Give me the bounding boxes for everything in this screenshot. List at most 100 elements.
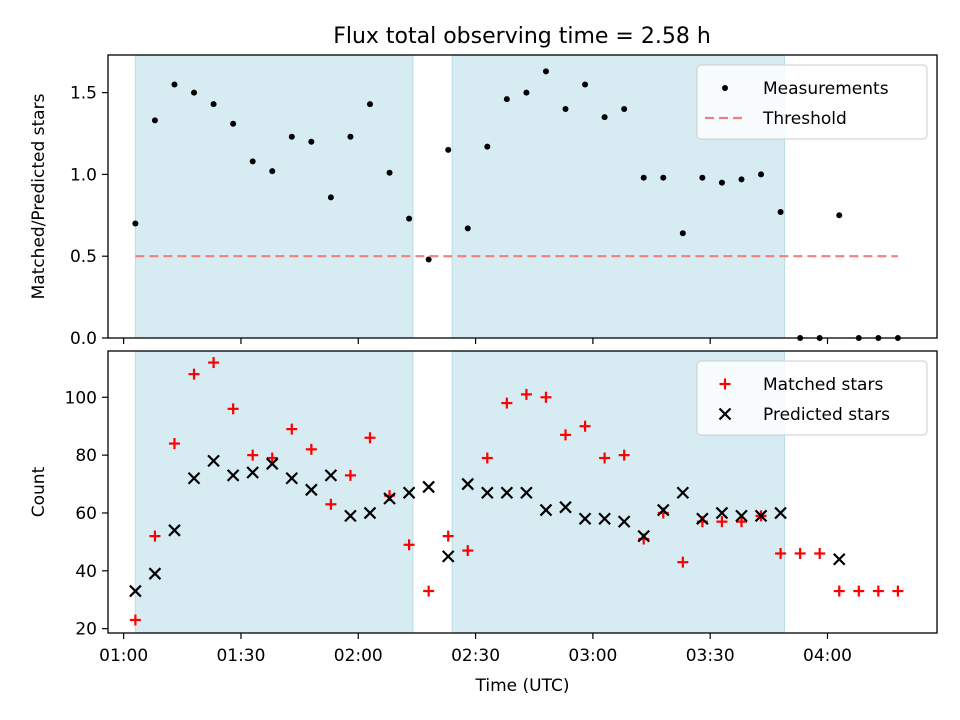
predicted-stars-point [305,483,318,497]
legend-box [696,64,928,140]
upper-axes-frame [107,54,938,339]
matched-stars-point [735,516,747,528]
measurements-point [445,146,452,153]
measurements-point [621,105,628,112]
lower-legend: Matched stars Predicted stars [696,360,928,436]
legend-label: Matched stars [763,375,883,395]
x-tick-label: 02:30 [451,646,500,666]
measurements-point [718,179,725,186]
predicted-stars-point [754,509,768,523]
predicted-stars-point [539,503,553,517]
measurements-point [366,101,373,108]
y-tick-label: 100 [65,388,97,408]
upper-legend: Measurements Threshold [696,64,928,140]
matched-stars-point [403,539,415,551]
measurements-point [230,120,237,127]
lower-plot-area [129,357,904,626]
measurements-point [503,96,510,103]
matched-stars-point [814,547,826,559]
predicted-stars-point [676,486,690,500]
predicted-stars-point [774,506,787,520]
measurements-point [777,209,784,216]
predicted-stars-point [578,512,592,526]
measurements-point [210,101,217,108]
y-tick-label: 0.0 [70,329,97,349]
x-tick-label: 03:30 [686,646,735,666]
predicted-stars-point [246,466,259,479]
x-axis-label: Time (UTC) [475,676,570,696]
observing-interval [134,54,414,339]
y-tick-label: 60 [75,504,97,524]
predicted-stars-point [344,509,357,523]
matched-stars-point [149,530,161,542]
measurements-point [151,117,158,124]
matched-stars-point [247,449,259,461]
matched-stars-point [442,530,454,542]
x-tick-label: 01:30 [216,646,265,666]
measurements-point [464,225,471,232]
legend-label: Predicted stars [763,405,890,425]
matched-stars-point [227,403,239,415]
matched-stars-point [462,545,474,557]
matched-stars-point [481,452,493,464]
matched-stars-point [794,547,806,559]
x-tick-label: 03:00 [568,646,617,666]
predicted-stars-point [656,503,670,517]
legend-label: Threshold [762,109,847,129]
predicted-stars-point [187,471,201,485]
matched-stars-point [188,368,200,380]
predicted-stars-point [735,509,748,523]
chart-title: Flux total observing time = 2.58 h [333,24,711,49]
matched-stars-point [853,585,865,597]
predicted-stars-point [696,512,709,526]
measurements-point [327,194,334,201]
x-tick-label: 02:00 [334,646,383,666]
matched-stars-point [618,449,630,461]
lower-axes-frame [107,350,938,634]
predicted-stars-point [441,550,455,563]
legend-handle-measurements [722,85,728,91]
lower-y-axis-label: Count [29,466,49,517]
predicted-stars-point [402,486,416,500]
legend-box [696,360,928,436]
measurements-point [191,89,198,96]
lower-panel: 20 40 60 80 100 01:00 01:30 02:00 02:30 03:00 03:… [29,350,938,696]
predicted-stars-point [363,506,377,520]
observing-interval [134,350,414,634]
predicted-stars-point [324,469,338,482]
predicted-stars-point [168,524,181,537]
matched-stars-point [520,388,532,400]
legend-label: Measurements [763,79,889,99]
predicted-stars-point [481,486,494,500]
matched-stars-point [129,614,141,626]
measurements-point [738,176,745,183]
matched-stars-point [266,452,278,464]
predicted-stars-point [715,506,729,520]
matched-stars-point [168,438,180,450]
measurements-point [699,174,706,181]
matched-stars-point [208,357,220,369]
legend-handle-matched-stars [719,378,731,390]
y-tick-label: 1.0 [70,165,97,185]
matched-stars-point [892,585,904,597]
predicted-stars-point [148,567,162,580]
predicted-stars-point [285,471,299,485]
lower-x-axis: 01:00 01:30 02:00 02:30 03:00 03:30 04:00 [99,633,852,666]
matched-stars-point [560,429,572,441]
matched-stars-point [775,547,787,559]
y-tick-label: 1.5 [70,84,97,104]
predicted-stars-point [265,457,279,471]
measurements-point [425,256,432,263]
matched-stars-point [325,498,337,510]
matched-stars-point [872,585,884,597]
measurements-point [347,133,354,140]
observing-intervals-upper [134,54,785,339]
measurements-point [660,174,667,181]
measurements-point [484,143,491,150]
predicted-stars-point [637,529,650,543]
predicted-stars-point [461,477,475,491]
measurements-point [171,81,178,88]
measurements-point [132,220,139,227]
matched-stars-point [599,452,611,464]
predicted-stars-point [207,454,220,468]
